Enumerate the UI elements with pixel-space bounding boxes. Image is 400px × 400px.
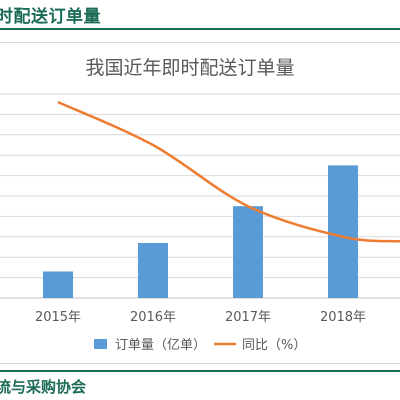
bar-1	[43, 271, 73, 298]
chart: 我国近年即时配送订单量 2015年 2016年 2017年 2018年 订单量（亿单）…	[0, 57, 400, 353]
page-title: 时配送订单量	[0, 7, 101, 27]
bar-3	[233, 206, 263, 298]
footer-divider	[0, 370, 400, 372]
bar-2	[138, 242, 168, 298]
legend-line-label: 同比（%）	[242, 338, 306, 353]
chart-x-ticks: 2015年 2016年 2017年 2018年	[35, 310, 366, 325]
series-line-yoy	[57, 101, 400, 243]
chart-line	[57, 101, 400, 243]
chart-legend: 订单量（亿单） 同比（%）	[94, 338, 306, 353]
legend-bar-swatch	[94, 339, 107, 349]
footer-source: 流与采购协会	[0, 378, 87, 396]
x-tick-label: 2016年	[130, 310, 176, 325]
bar-4	[328, 165, 358, 298]
x-tick-label: 2015年	[35, 310, 81, 325]
x-tick-label: 2017年	[225, 310, 271, 325]
chart-frame	[0, 42, 400, 364]
x-tick-label: 2018年	[320, 310, 366, 325]
chart-title: 我国近年即时配送订单量	[85, 57, 294, 79]
legend-bar-label: 订单量（亿单）	[115, 338, 206, 353]
header-divider	[0, 28, 400, 30]
chart-bars	[43, 165, 358, 298]
